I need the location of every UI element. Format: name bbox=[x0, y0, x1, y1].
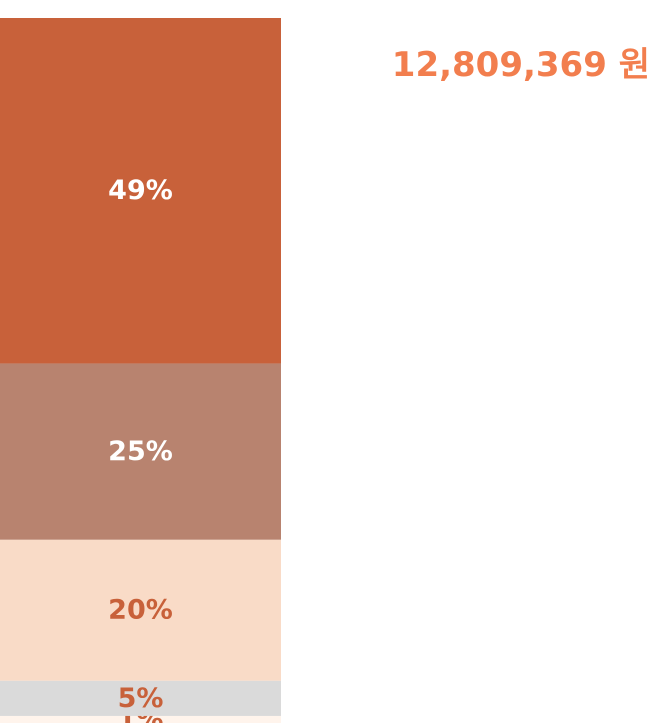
bar-segment-5-percent bbox=[0, 680, 281, 716]
bar-segment-1-percent bbox=[0, 715, 281, 723]
segment-label: 20% bbox=[108, 595, 173, 626]
bar-segment-25-percent bbox=[0, 363, 281, 540]
segment-label: 49% bbox=[108, 175, 173, 206]
segment-label: 5% bbox=[118, 683, 164, 714]
bar-segment-49-percent bbox=[0, 18, 281, 364]
segment-separators bbox=[291, 18, 372, 718]
total-amount-label: 12,809,369 원 bbox=[392, 45, 650, 85]
bar-segment-20-percent bbox=[0, 539, 281, 681]
segment-label: 25% bbox=[108, 436, 173, 467]
stacked-bar: 1%5%20%25%49% bbox=[0, 18, 281, 723]
